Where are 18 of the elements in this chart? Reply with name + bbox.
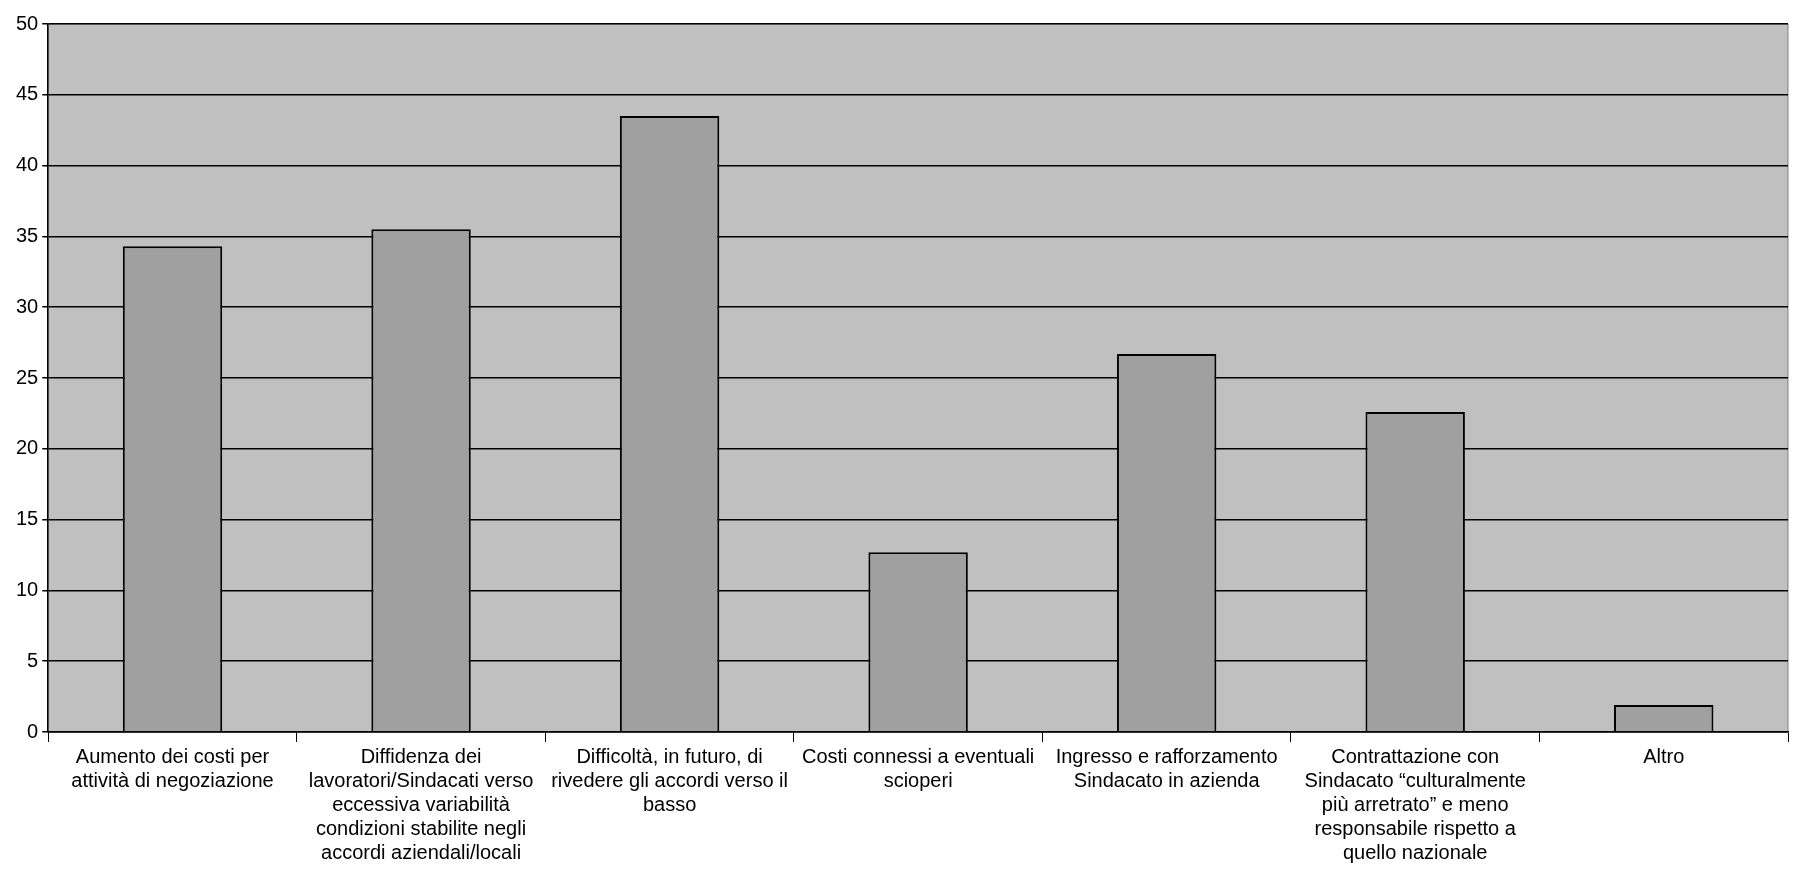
y-tick-label: 15: [16, 507, 39, 530]
y-tick-label: 0: [27, 719, 39, 742]
x-tick-label: Contrattazione con Sindacato “culturalmente più arretrato” e meno responsabile rispetto a quello nazionale: [1304, 744, 1526, 863]
y-tick-label: 40: [16, 153, 39, 176]
x-tick-label: Costi connessi a eventuali scioperi: [801, 744, 1035, 791]
y-tick-label: 50: [16, 11, 39, 34]
y-tick-label: 30: [16, 294, 39, 317]
x-tick-label: Aumento dei costi per attività di negoziazione: [71, 744, 274, 791]
y-tick-label: 5: [27, 648, 39, 671]
y-tick-label: 35: [16, 223, 39, 246]
x-tick-label: Ingresso e rafforzamento Sindacato in azienda: [1055, 744, 1278, 791]
y-tick-label: 20: [16, 436, 39, 459]
x-tick-label: Diffidenza dei lavoratori/Sindacati verso eccessiva variabilità condizioni stabilite negli accordi aziendali/locali: [308, 744, 534, 863]
y-tick-label: 45: [16, 82, 39, 105]
y-tick-label: 10: [16, 577, 39, 600]
x-tick-label: Difficoltà, in futuro, di rivedere gli accordi verso il basso: [551, 744, 788, 815]
x-tick-label: Altro: [1643, 744, 1685, 767]
y-tick-label: 25: [16, 365, 39, 388]
